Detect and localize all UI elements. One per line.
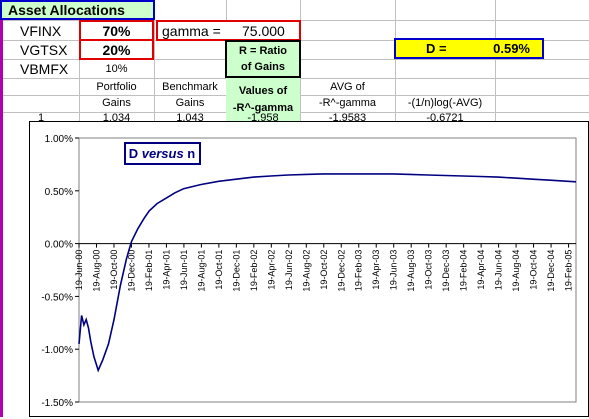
- row-label-vgtsx[interactable]: VGTSX: [20, 40, 67, 59]
- chart-title: D versus n: [129, 146, 196, 161]
- value-text: 20%: [102, 41, 131, 58]
- y-tick-label: -1.50%: [41, 398, 73, 409]
- row-label-vbmfx[interactable]: VBMFX: [20, 59, 68, 78]
- gamma-label: gamma =: [162, 21, 221, 40]
- gamma-label-text: gamma =: [162, 22, 221, 39]
- x-tick-label: 19-Feb-05: [564, 250, 574, 292]
- header-values-of: Values of -R^-gamma: [226, 78, 300, 122]
- gamma-value[interactable]: 75.000: [242, 21, 285, 40]
- row-label-vfinx[interactable]: VFINX: [20, 21, 61, 40]
- gamma-value-text: 75.000: [242, 22, 285, 39]
- vfinx-allocation-cell[interactable]: 70%: [79, 20, 154, 41]
- y-tick-label: -0.50%: [41, 292, 73, 303]
- header-benchmark-2: Gains: [154, 95, 226, 111]
- hdr: -R^-gamma: [318, 97, 377, 109]
- x-tick-label: 19-Jun-01: [179, 250, 189, 291]
- x-tick-label: 19-Oct-01: [214, 250, 224, 290]
- asset-allocations-title[interactable]: Asset Allocations: [0, 0, 155, 20]
- left-margin-bar: [0, 20, 3, 417]
- header-log: -(1/n)log(-AVG): [395, 95, 495, 111]
- y-tick-label: 1.00%: [45, 134, 73, 145]
- d-label: D =: [426, 41, 447, 56]
- vgtsx-allocation-cell[interactable]: 20%: [79, 39, 154, 60]
- plot-area: [78, 137, 577, 403]
- y-tick-label: -1.00%: [41, 345, 73, 356]
- x-tick-label: 19-Jun-02: [284, 250, 294, 291]
- label-text: VBMFX: [20, 60, 69, 77]
- x-tick-label: 19-Jun-03: [389, 250, 399, 291]
- title-text: Asset Allocations: [8, 2, 125, 18]
- x-tick-label: 19-Apr-02: [266, 250, 276, 290]
- header-portfolio-1: Portfolio: [79, 79, 154, 95]
- x-tick-label: 19-Dec-03: [441, 250, 451, 292]
- hdr: Values of: [238, 85, 288, 97]
- x-tick-label: 19-Aug-00: [91, 250, 101, 292]
- hdr: Benchmark: [162, 81, 218, 93]
- header-avg-2: -R^-gamma: [300, 95, 395, 111]
- x-tick-label: 19-Dec-00: [126, 250, 136, 292]
- x-tick-label: 19-Dec-04: [546, 250, 556, 292]
- d-versus-n-chart[interactable]: 1.00% 0.50% 0.00% -0.50% -1.00% -1.50% 19-Jun-…: [29, 121, 589, 417]
- x-tick-label: 19-Dec-01: [231, 250, 241, 292]
- label-text: VGTSX: [20, 41, 68, 58]
- hdr: -(1/n)log(-AVG): [407, 97, 483, 109]
- x-tick-label: 19-Oct-02: [319, 250, 329, 290]
- x-tick-label: 19-Feb-03: [354, 250, 364, 292]
- x-tick-label: 19-Jun-04: [494, 250, 504, 291]
- x-tick-label: 19-Oct-03: [424, 250, 434, 290]
- x-tick-label: 19-Dec-02: [336, 250, 346, 292]
- header-avg-1: AVG of: [300, 79, 395, 95]
- value-text: 10%: [105, 63, 128, 75]
- d-result-box[interactable]: D = 0.59%: [394, 38, 544, 59]
- ratio-line1: R = Ratio: [239, 45, 287, 57]
- hdr: -R^-gamma: [232, 102, 294, 114]
- ratio-line2: of Gains: [240, 61, 285, 73]
- hdr: Gains: [175, 97, 205, 109]
- x-tick-label: 19-Aug-01: [196, 250, 206, 292]
- value-text: 70%: [102, 22, 131, 39]
- chart-svg: 1.00% 0.50% 0.00% -0.50% -1.00% -1.50% 19-Jun-…: [41, 134, 577, 409]
- hdr: Portfolio: [96, 81, 137, 93]
- vbmfx-allocation-cell[interactable]: 10%: [79, 60, 154, 78]
- ratio-header-box[interactable]: R = Ratio of Gains: [225, 40, 301, 78]
- x-tick-label: 19-Aug-04: [511, 250, 521, 292]
- series-line-d: [78, 173, 577, 373]
- header-portfolio-2: Gains: [79, 95, 154, 111]
- d-value: 0.59%: [493, 41, 530, 56]
- x-tick-label: 19-Apr-04: [476, 250, 486, 290]
- x-tick-label: 19-Feb-04: [459, 250, 469, 292]
- y-tick-label: 0.00%: [45, 240, 73, 251]
- chart-title-box: [124, 142, 201, 165]
- x-tick-label: 19-Apr-01: [161, 250, 171, 290]
- x-tick-label: 19-Feb-01: [144, 250, 154, 292]
- header-benchmark-1: Benchmark: [154, 79, 226, 95]
- x-tick-label: 19-Apr-03: [371, 250, 381, 290]
- x-tick-label: 19-Oct-04: [529, 250, 539, 290]
- x-tick-label: 19-Aug-02: [301, 250, 311, 292]
- cell-text: 1: [38, 112, 45, 124]
- x-tick-label: 19-Feb-02: [249, 250, 259, 292]
- x-tick-label: 19-Oct-00: [109, 250, 119, 290]
- hdr: AVG of: [330, 81, 365, 93]
- x-tick-label: 19-Aug-03: [406, 250, 416, 292]
- label-text: VFINX: [20, 22, 62, 39]
- hdr: Gains: [102, 97, 131, 109]
- x-tick-label: 19-Jun-00: [74, 250, 84, 291]
- y-tick-label: 0.50%: [45, 187, 73, 198]
- row-index[interactable]: 1: [38, 112, 45, 124]
